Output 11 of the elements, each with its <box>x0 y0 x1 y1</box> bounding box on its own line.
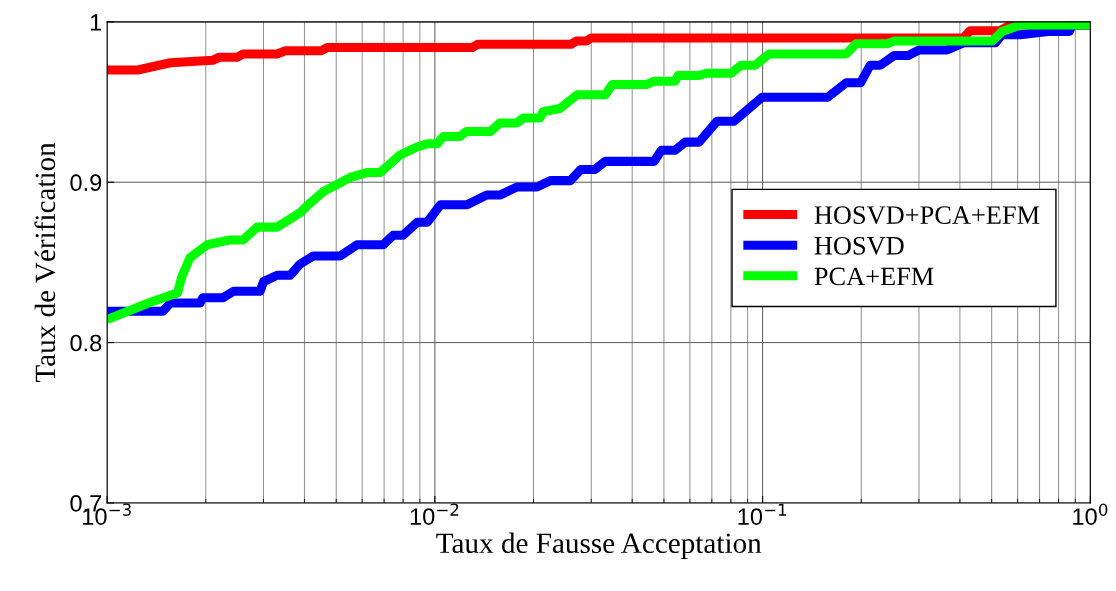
y-axis-title: Taux de Vérification <box>34 142 56 383</box>
y-tick-label: 0.9 <box>70 174 102 192</box>
legend-label: PCA+EFM <box>814 267 934 286</box>
x-tick-label: 10$^{−1}$ <box>738 503 787 525</box>
x-tick-label: 10$^{0}$ <box>1073 503 1108 525</box>
legend-label: HOSVD+PCA+EFM <box>814 206 1040 225</box>
y-tick-label: 0.8 <box>70 334 102 352</box>
x-axis-title: Taux de Fausse Acceptation <box>436 532 762 560</box>
x-tick-label: 10$^{−2}$ <box>410 503 459 525</box>
legend-label: HOSVD <box>814 236 904 255</box>
y-tick-label: 1 <box>90 14 102 31</box>
